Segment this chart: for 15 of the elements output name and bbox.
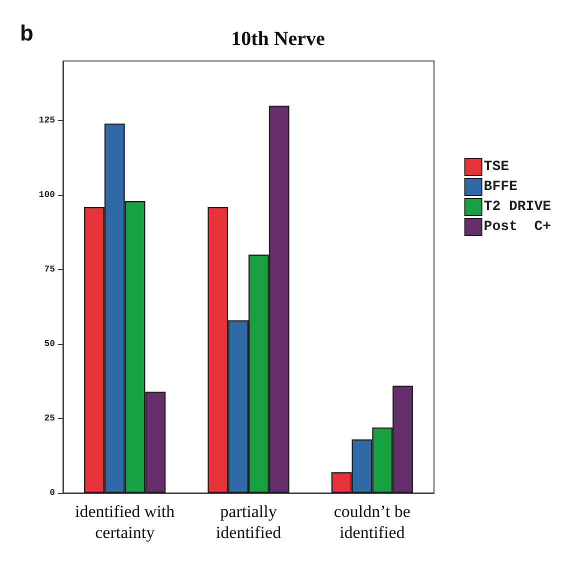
y-tick-label: 125: [38, 116, 55, 126]
text: b: [20, 20, 34, 46]
legend-label: TSE: [484, 159, 510, 175]
y-tick-label: 75: [44, 264, 55, 275]
x-tick-label: couldn’t be identified: [334, 502, 410, 542]
x-tick-label: partially identified: [216, 502, 282, 542]
y-tick-label: 0: [50, 488, 55, 498]
legend-label: Post C+: [484, 219, 552, 235]
chart-title: 10th Nerve: [231, 28, 326, 50]
y-tick-label: 100: [38, 190, 55, 200]
legend-label: BFFE: [484, 179, 518, 195]
x-tick-label: identified with certainty: [75, 502, 176, 542]
legend-label: T2 DRIVE: [484, 199, 552, 215]
y-tick-label: 25: [44, 414, 55, 424]
y-tick-label: 50: [44, 339, 55, 350]
